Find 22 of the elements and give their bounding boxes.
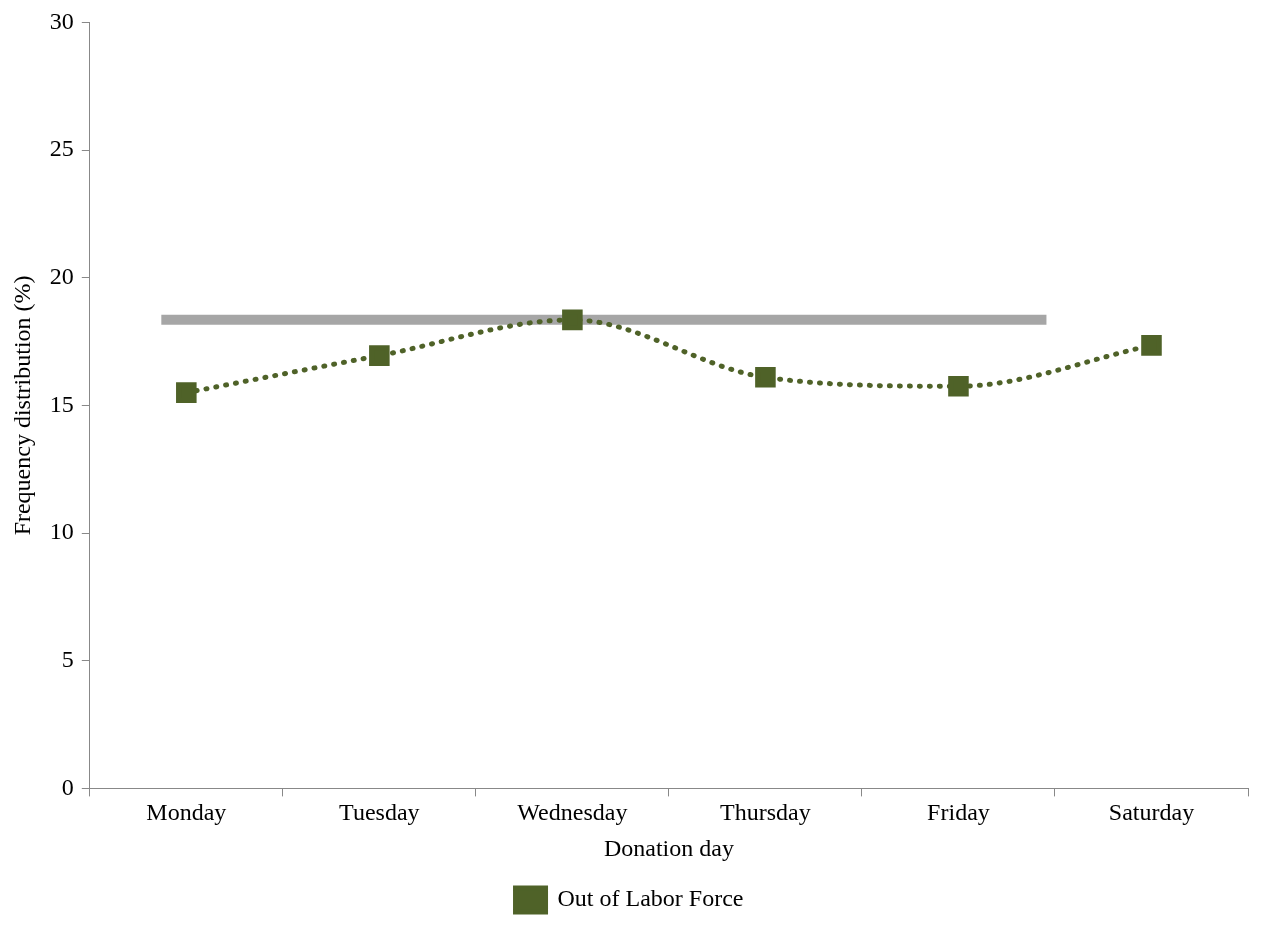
point bbox=[948, 375, 969, 397]
x-tick-label: Wednesday bbox=[517, 799, 628, 826]
y-tick-label: 20 bbox=[49, 263, 74, 290]
y-tick-label: 15 bbox=[49, 390, 74, 417]
y-axis-title: Frequency distribution (%) bbox=[8, 275, 35, 536]
y-tick-label: 30 bbox=[49, 7, 74, 34]
x-tick-label: Tuesday bbox=[339, 799, 420, 826]
x-axis-title: Donation day bbox=[603, 834, 734, 861]
x-tick-label: Thursday bbox=[720, 799, 811, 826]
point bbox=[176, 382, 197, 403]
legend-label: Out of Labor Force bbox=[557, 885, 744, 912]
x-tick-label: Monday bbox=[146, 799, 227, 826]
y-tick-label: 10 bbox=[49, 518, 74, 545]
x-tick-label: Saturday bbox=[1108, 799, 1195, 826]
point bbox=[755, 367, 776, 388]
y-tick-label: 0 bbox=[61, 773, 74, 800]
y-tick-label: 5 bbox=[61, 646, 74, 673]
point bbox=[562, 309, 583, 331]
y-tick-label: 25 bbox=[49, 135, 74, 162]
point bbox=[1141, 335, 1162, 356]
point bbox=[369, 345, 390, 366]
x-tick-label: Friday bbox=[927, 799, 990, 826]
